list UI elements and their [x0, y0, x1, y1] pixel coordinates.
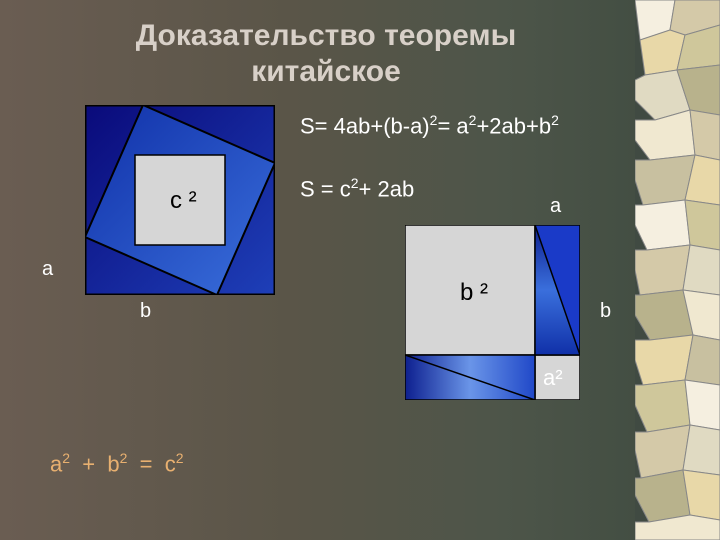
fig2-label-a: a [550, 195, 561, 218]
formula-s2: S = c2+ 2ab [300, 175, 414, 202]
label-c-squared: c ² [170, 187, 197, 214]
fig2-label-b: b [600, 300, 611, 323]
label-a-squared-text: a² [543, 365, 563, 390]
formula-result: a2 + b2 = c2 [50, 450, 183, 477]
title-line-2: китайское [251, 55, 401, 88]
content-container: Доказательство теоремы китайское c ² a b [0, 0, 720, 540]
slide-title: Доказательство теоремы китайское [32, 18, 620, 90]
figure-2: b ² a² [405, 225, 580, 400]
fig1-label-b: b [140, 300, 151, 323]
figure-1: c ² [85, 105, 275, 295]
label-b-squared: b ² [460, 279, 488, 306]
formula-s1: S= 4ab+(b-a)2= a2+2ab+b2 [300, 112, 559, 139]
fig1-label-a: a [42, 258, 53, 281]
title-line-1: Доказательство теоремы [136, 19, 516, 52]
